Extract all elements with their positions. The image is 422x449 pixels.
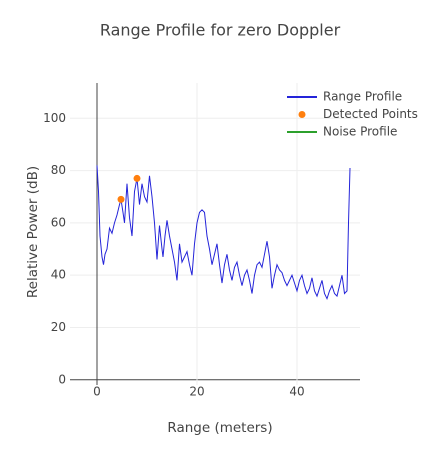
x-tick-label: 0 <box>93 385 101 399</box>
y-tick-label: 40 <box>51 268 66 282</box>
y-axis-label: Relative Power (dB) <box>25 166 41 298</box>
x-tick-label: 20 <box>189 385 204 399</box>
legend-label: Detected Points <box>323 107 418 121</box>
chart-title: Range Profile for zero Doppler <box>100 21 341 40</box>
y-tick-label: 20 <box>51 320 66 334</box>
profile-line <box>96 165 351 301</box>
legend-label: Range Profile <box>323 90 402 104</box>
y-tick-label: 60 <box>51 215 66 229</box>
y-tick-label: 80 <box>51 163 66 177</box>
x-axis-label: Range (meters) <box>167 420 272 436</box>
detected-point <box>117 195 125 203</box>
x-tick-label: 40 <box>289 385 304 399</box>
detected-point <box>133 174 141 182</box>
legend-label: Noise Profile <box>323 125 397 139</box>
legend-marker <box>298 111 306 118</box>
y-tick-label: 0 <box>58 372 66 386</box>
y-tick-label: 100 <box>43 111 66 125</box>
